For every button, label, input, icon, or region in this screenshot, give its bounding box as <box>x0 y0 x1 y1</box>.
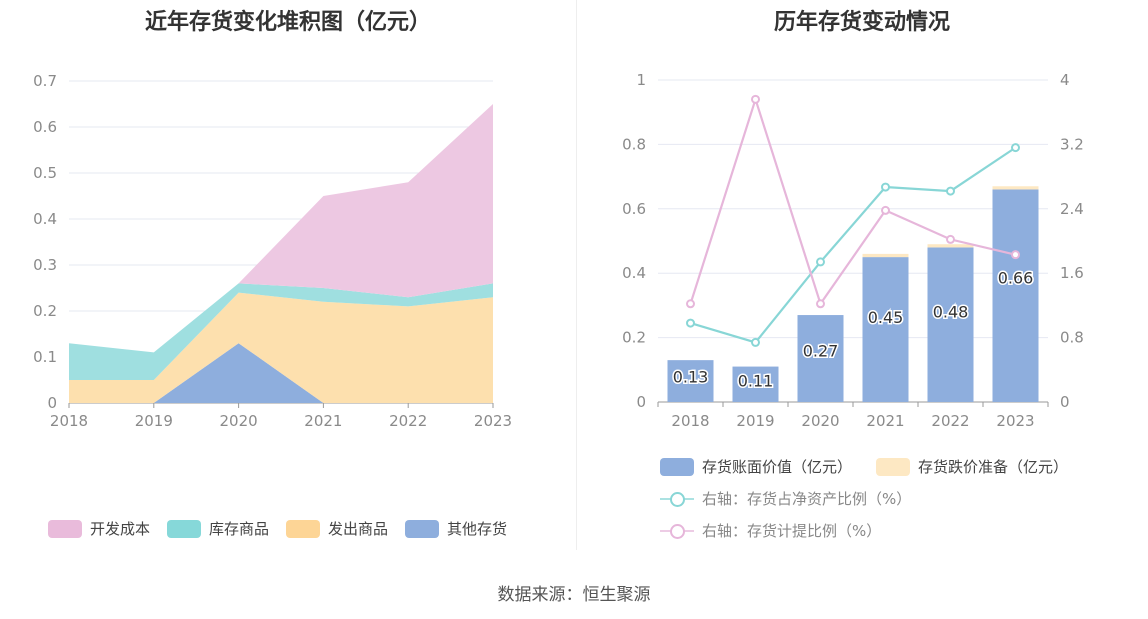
legend-item[interactable]: 库存商品 <box>167 518 269 539</box>
y-tick-label: 0.4 <box>33 210 57 228</box>
line-point <box>751 94 760 104</box>
legend-swatch <box>876 457 910 476</box>
legend-label: 右轴：存货计提比例（%） <box>702 522 882 540</box>
legend-label: 发出商品 <box>328 520 389 538</box>
legend-label: 存货账面价值（亿元） <box>702 458 853 476</box>
bar-line-chart: 0 0.2 0.4 0.6 0.8 1 0 0.8 1.6 2.4 3.2 4 2018 2019 2020… <box>622 71 1084 430</box>
legend-label: 右轴：存货占净资产比例（%） <box>702 490 912 508</box>
bar-book-value <box>732 366 779 402</box>
legend-label: 库存商品 <box>209 520 270 538</box>
x-tick-label: 2023 <box>996 412 1034 430</box>
bar-impairment <box>927 244 974 248</box>
x-tick-label: 2020 <box>801 412 839 430</box>
legend-item[interactable]: 存货账面价值（亿元） <box>660 456 852 477</box>
area-series-库存商品 <box>69 283 493 380</box>
y-left-tick-label: 0.8 <box>622 135 646 153</box>
line-point <box>686 318 695 328</box>
y-tick-label: 0.3 <box>33 256 57 274</box>
legend-swatch <box>660 490 694 508</box>
line-point <box>816 299 825 309</box>
y-right-tick-label: 3.2 <box>1060 135 1084 153</box>
legend-item[interactable]: 存货跌价准备（亿元） <box>876 456 1068 477</box>
x-tick-label: 2020 <box>220 412 258 430</box>
y-right-tick-label: 0.8 <box>1060 329 1084 347</box>
legend-item[interactable]: 右轴：存货计提比例（%） <box>660 520 881 541</box>
legend-marker <box>670 491 685 507</box>
line-point <box>1011 250 1020 260</box>
legend-label: 其他存货 <box>447 520 508 538</box>
line-point <box>686 299 695 309</box>
right-chart-panel: 历年存货变动情况 0 0.2 0.4 0.6 0.8 1 0 0.8 1.6 2.4 3.2 4 201… <box>576 0 1148 560</box>
bar-data-label: 0.13 <box>673 368 709 387</box>
legend-swatch <box>286 519 320 538</box>
line-point <box>881 205 890 215</box>
y-left-tick-label: 0.4 <box>622 264 646 282</box>
y-left-tick-label: 0.6 <box>622 200 646 218</box>
bar-data-label: 0.48 <box>933 302 969 321</box>
y-tick-label: 0.1 <box>33 348 57 366</box>
bar-book-value <box>927 247 974 402</box>
legend-item[interactable]: 开发成本 <box>48 518 150 539</box>
x-tick-label: 2018 <box>671 412 709 430</box>
y-tick-label: 0.2 <box>33 302 57 320</box>
y-left-tick-label: 1 <box>636 71 646 89</box>
stacked-area-chart: 0 0.1 0.2 0.3 0.4 0.5 0.6 0.7 2018 2019 2020 2021 20… <box>33 72 512 430</box>
legend-swatch <box>660 522 694 540</box>
x-tick-label: 2022 <box>389 412 427 430</box>
legend-item[interactable]: 其他存货 <box>405 518 507 539</box>
right-chart-title: 历年存货变动情况 <box>773 10 950 35</box>
legend-swatch <box>660 457 694 476</box>
y-left-tick-label: 0 <box>636 393 646 411</box>
panel-divider <box>576 0 577 550</box>
y-left-tick-label: 0.2 <box>622 329 646 347</box>
bar-book-value <box>992 189 1039 402</box>
area-series-发出商品 <box>69 292 493 403</box>
y-tick-label: 0.7 <box>33 72 57 90</box>
x-tick-label: 2023 <box>474 412 512 430</box>
y-right-tick-label: 1.6 <box>1060 264 1084 282</box>
left-chart-title: 近年存货变化堆积图（亿元） <box>144 10 431 35</box>
y-right-tick-label: 0 <box>1060 393 1070 411</box>
y-right-tick-label: 4 <box>1060 71 1070 89</box>
bar-data-label: 0.66 <box>998 269 1034 288</box>
line-point <box>881 182 890 192</box>
legend-swatch <box>167 519 201 538</box>
legend-swatch <box>48 519 82 538</box>
legend-swatch <box>405 519 439 538</box>
legend-item[interactable]: 发出商品 <box>286 518 388 539</box>
x-tick-label: 2021 <box>866 412 904 430</box>
line-point <box>751 337 760 347</box>
y-right-tick-label: 2.4 <box>1060 200 1084 218</box>
bar-impairment <box>992 186 1039 190</box>
area-series-开发成本 <box>69 104 493 353</box>
legend-item[interactable]: 右轴：存货占净资产比例（%） <box>660 488 911 509</box>
bar-data-label: 0.11 <box>738 372 774 391</box>
x-tick-label: 2022 <box>931 412 969 430</box>
bar-book-value <box>862 257 909 402</box>
bar-data-label: 0.27 <box>803 342 839 361</box>
x-tick-label: 2019 <box>736 412 774 430</box>
line-series <box>689 95 1016 307</box>
y-tick-label: 0.5 <box>33 164 57 182</box>
bar-impairment <box>862 253 909 258</box>
line-series <box>690 146 1017 344</box>
data-source-note: 数据来源：恒生聚源 <box>497 585 651 605</box>
x-tick-label: 2018 <box>50 412 88 430</box>
line-point <box>1011 143 1020 153</box>
y-tick-label: 0 <box>47 394 57 412</box>
bar-book-value <box>667 360 714 402</box>
y-tick-label: 0.6 <box>33 118 57 136</box>
legend-label: 开发成本 <box>90 520 151 538</box>
legend-marker <box>670 523 685 539</box>
bar-book-value <box>797 315 844 402</box>
line-point <box>946 186 955 196</box>
line-point <box>946 234 955 244</box>
x-tick-label: 2019 <box>135 412 173 430</box>
legend-label: 存货跌价准备（亿元） <box>918 458 1069 476</box>
x-tick-label: 2021 <box>304 412 342 430</box>
left-chart-panel: 近年存货变化堆积图（亿元） 0 0.1 0.2 0.3 0.4 0.5 0.6 0.7 2018… <box>0 0 576 560</box>
line-point <box>816 257 825 267</box>
bar-data-label: 0.45 <box>868 308 904 327</box>
